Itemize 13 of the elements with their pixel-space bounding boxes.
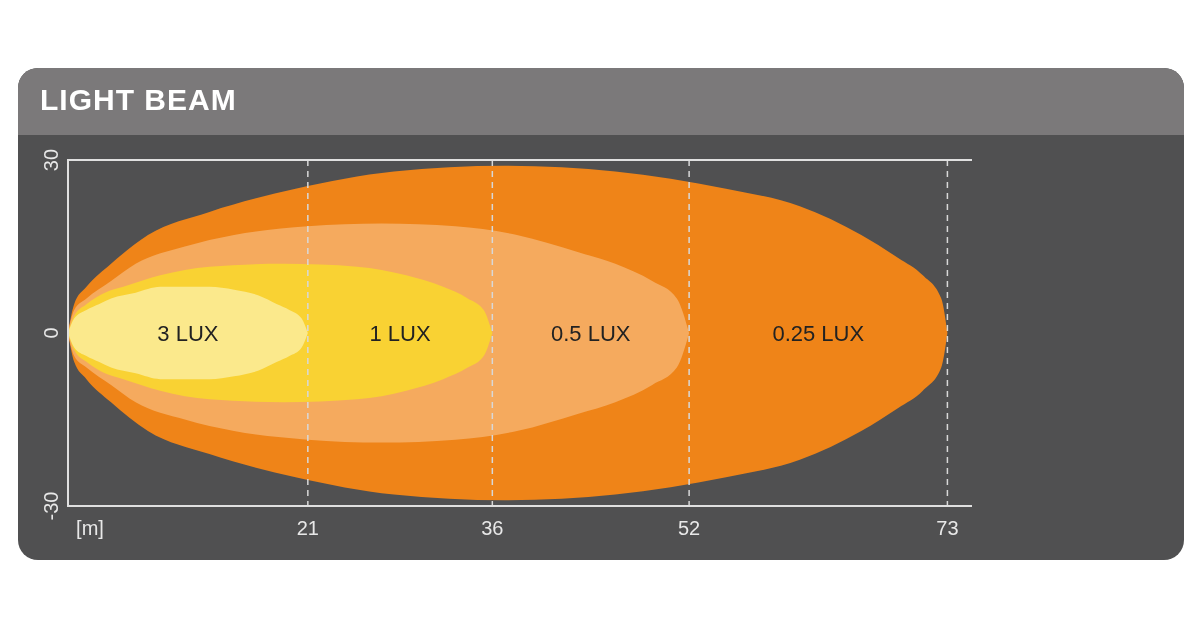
x-axis-title: [m] bbox=[76, 517, 104, 539]
y-tick-label: -30 bbox=[40, 491, 62, 521]
x-tick-label: 36 bbox=[481, 517, 504, 539]
x-tick-label: 73 bbox=[936, 517, 959, 539]
series-label: 0.25 LUX bbox=[772, 320, 865, 346]
y-tick-label: 30 bbox=[40, 148, 62, 172]
series-label: 0.5 LUX bbox=[550, 320, 631, 346]
x-tick-label: 52 bbox=[677, 517, 701, 539]
y-tick-label: 0 bbox=[40, 327, 62, 339]
chart-title: LIGHT BEAM bbox=[40, 83, 237, 116]
series-label: 1 LUX bbox=[369, 320, 431, 346]
x-tick-label: 21 bbox=[296, 517, 319, 539]
series-label: 3 LUX bbox=[157, 320, 219, 346]
